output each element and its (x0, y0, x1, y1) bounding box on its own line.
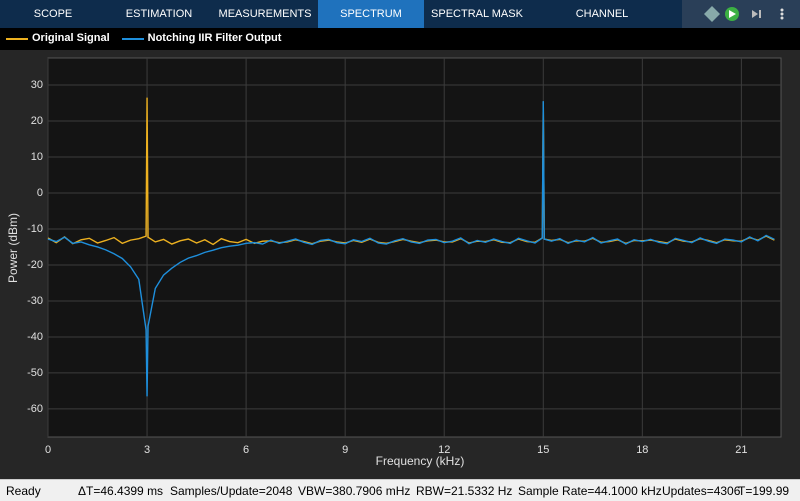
x-tick-label: 0 (45, 444, 51, 456)
icon-more (780, 16, 784, 20)
status-item: RBW=21.5332 Hz (416, 484, 513, 498)
legend: Original Signal Notching IIR Filter Outpu… (0, 28, 800, 50)
y-tick-label: -60 (27, 403, 43, 415)
status-item: Ready (6, 484, 41, 498)
y-axis-label: Power (dBm) (6, 213, 20, 283)
y-tick-label: -50 (27, 367, 43, 379)
icon-more (780, 12, 784, 16)
x-tick-label: 6 (243, 444, 249, 456)
legend-label[interactable]: Original Signal (32, 32, 110, 44)
x-tick-label: 18 (636, 444, 648, 456)
status-item: Sample Rate=44.1000 kHz (518, 484, 662, 498)
y-tick-label: -30 (27, 295, 43, 307)
y-tick-label: 0 (37, 187, 43, 199)
y-tick-label: 20 (31, 115, 43, 127)
chart: Frequency (kHz) Power (dBm) -60 -50 -40 -30… (6, 57, 782, 468)
status-item: Updates=4306 (662, 484, 741, 498)
y-tick-label: 10 (31, 151, 43, 163)
series-line (47, 101, 775, 397)
icon-set (704, 6, 784, 22)
tab[interactable]: SPECTRUM (318, 0, 424, 28)
tab[interactable]: SCOPE (33, 8, 73, 20)
x-tick-label: 21 (735, 444, 747, 456)
toolstrip-icons (682, 0, 800, 28)
y-tick-label: -10 (27, 223, 43, 235)
icon-stepback[interactable] (704, 6, 720, 22)
y-tick-label: -20 (27, 259, 43, 271)
tab[interactable]: MEASUREMENTS (218, 8, 312, 20)
status-item: Samples/Update=2048 (170, 484, 293, 498)
y-tick-label: -40 (27, 331, 43, 343)
legend-swatch (121, 38, 144, 40)
tab[interactable]: ESTIMATION (125, 8, 193, 20)
status-item: ΔT=46.4399 ms (78, 484, 164, 498)
toolstrip: SCOPE ESTIMATION MEASUREMENTS SPECTRUM SPECT… (0, 0, 800, 48)
plot-area (47, 57, 782, 438)
x-tick-label: 12 (438, 444, 450, 456)
icon-step[interactable] (752, 10, 761, 18)
tab[interactable]: SPECTRAL MASK (431, 8, 523, 20)
status-item: T=199.99 (738, 484, 790, 498)
x-axis-label: Frequency (kHz) (376, 454, 465, 468)
icon-run-glyph (729, 10, 736, 18)
tab[interactable]: CHANNEL MEASUREMENTS (556, 8, 649, 48)
legend-swatch (6, 38, 28, 40)
x-tick-label: 3 (144, 444, 150, 456)
icon-more[interactable] (780, 8, 784, 12)
x-tick-label: 9 (342, 444, 348, 456)
legend-label[interactable]: Notching IIR Filter Output (147, 32, 282, 44)
x-tick-label: 15 (537, 444, 549, 456)
y-tick-label: 30 (31, 79, 43, 91)
status-bar: Ready ΔT=46.4399 ms Samples/Update=2048 VBW… (0, 479, 800, 501)
status-item: VBW=380.7906 mHz (298, 484, 411, 498)
